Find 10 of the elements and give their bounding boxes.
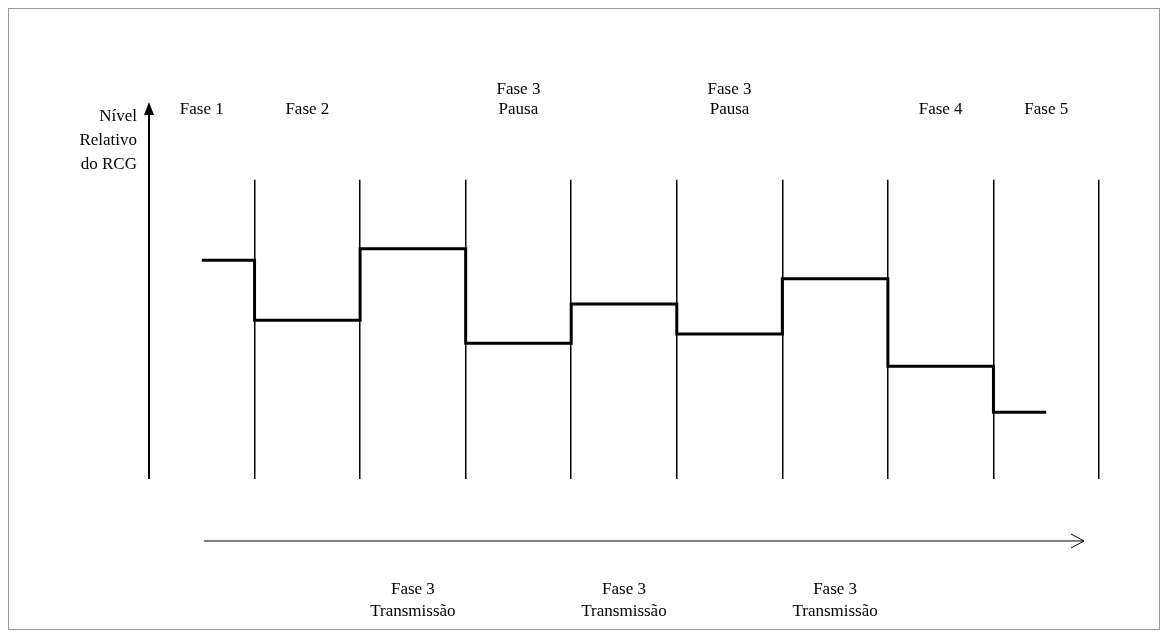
x-tick-label: Fase 1 xyxy=(179,99,224,119)
x-tick-label: Fase 2 xyxy=(285,99,330,119)
x-tick-label: Fase 5 xyxy=(1024,99,1069,119)
y-axis-title: Nível Relativo do RCG xyxy=(79,106,138,173)
x-tick-label: Fase 3 Pausa xyxy=(707,78,752,119)
x-tick-label: Fase 4 xyxy=(918,99,964,119)
x-tick-label: Fase 3 Pausa xyxy=(496,78,541,119)
text: Fase 3 Transmissão xyxy=(792,579,878,620)
text: Fase 3 Transmissão xyxy=(581,579,667,620)
text: Fase 3 Transmissão xyxy=(370,579,456,620)
